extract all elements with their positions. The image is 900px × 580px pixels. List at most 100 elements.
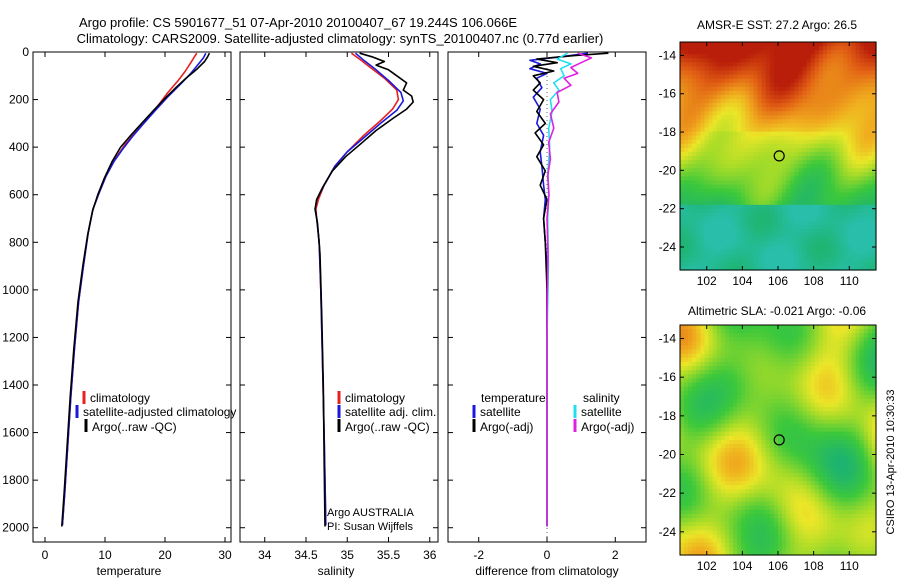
map-cell bbox=[818, 419, 824, 425]
map-cell bbox=[867, 188, 873, 194]
map-cell bbox=[761, 370, 767, 375]
map-cell bbox=[708, 265, 714, 271]
map-cell bbox=[680, 501, 685, 507]
map-cell bbox=[790, 394, 795, 400]
map-cell bbox=[769, 444, 775, 449]
map-cell bbox=[794, 497, 800, 503]
map-cell bbox=[851, 66, 857, 72]
map-cell bbox=[822, 103, 828, 108]
map-cell bbox=[782, 86, 787, 92]
map-cell bbox=[790, 123, 795, 129]
map-cell bbox=[720, 204, 726, 210]
map-cell bbox=[749, 460, 755, 466]
map-cell bbox=[708, 353, 714, 359]
map-cell bbox=[818, 127, 824, 133]
map-cell bbox=[724, 489, 730, 494]
map-cell bbox=[753, 472, 759, 478]
map-cell bbox=[757, 468, 763, 474]
map-cell bbox=[769, 164, 775, 169]
map-cell bbox=[684, 86, 689, 92]
map-cell bbox=[724, 345, 730, 351]
map-cell bbox=[724, 115, 730, 120]
map-cell bbox=[769, 139, 775, 145]
map-cell bbox=[684, 200, 689, 206]
map-cell bbox=[680, 245, 685, 251]
map-cell bbox=[843, 50, 849, 55]
map-cell bbox=[733, 233, 738, 239]
map-cell bbox=[745, 333, 751, 338]
map-cell bbox=[839, 435, 844, 441]
map-cell bbox=[720, 139, 726, 145]
map-cell bbox=[839, 200, 844, 206]
map-cell bbox=[814, 398, 820, 404]
map-cell bbox=[778, 497, 783, 503]
map-cell bbox=[851, 58, 857, 63]
map-cell bbox=[851, 472, 857, 478]
map-cell bbox=[863, 481, 869, 486]
map-cell bbox=[843, 329, 849, 334]
map-cell bbox=[794, 172, 800, 177]
x-tick-label: 10 bbox=[98, 548, 112, 562]
map-cell bbox=[794, 337, 800, 343]
map-cell bbox=[786, 501, 791, 507]
map-cell bbox=[835, 382, 840, 388]
map-cell bbox=[765, 370, 771, 375]
map-cell bbox=[773, 431, 779, 437]
map-cell bbox=[798, 415, 804, 421]
map-cell bbox=[761, 485, 767, 490]
map-cell bbox=[839, 415, 844, 421]
map-cell bbox=[802, 94, 808, 100]
map-cell bbox=[753, 415, 759, 421]
map-cell bbox=[835, 115, 840, 120]
map-cell bbox=[729, 225, 734, 230]
map-cell bbox=[753, 361, 759, 367]
map-cell bbox=[733, 366, 738, 371]
map-cell bbox=[839, 119, 844, 125]
map-cell bbox=[863, 370, 869, 375]
map-cell bbox=[737, 378, 742, 384]
map-cell bbox=[700, 107, 706, 112]
map-cell bbox=[765, 415, 771, 421]
map-cell bbox=[716, 217, 722, 222]
map-cell bbox=[818, 468, 824, 474]
map-cell bbox=[843, 493, 849, 499]
map-cell bbox=[802, 394, 808, 400]
map-cell bbox=[871, 411, 877, 416]
map-cell bbox=[863, 131, 869, 137]
map-cell bbox=[847, 253, 853, 259]
map-cell bbox=[778, 460, 783, 466]
map-cell bbox=[773, 460, 779, 466]
map-cell bbox=[700, 192, 706, 198]
map-cell bbox=[712, 333, 718, 338]
map-cell bbox=[749, 168, 755, 173]
map-cell bbox=[802, 86, 808, 92]
x-tick-label: 30 bbox=[218, 548, 232, 562]
map-cell bbox=[716, 78, 722, 84]
map-cell bbox=[712, 407, 718, 412]
map-cell bbox=[782, 403, 787, 408]
map-cell bbox=[745, 394, 751, 400]
map-cell bbox=[765, 176, 771, 182]
map-cell bbox=[827, 107, 832, 112]
map-cell bbox=[851, 164, 857, 169]
map-cell bbox=[818, 472, 824, 478]
map-cell bbox=[818, 70, 824, 76]
map-cell bbox=[847, 386, 853, 392]
map-cell bbox=[782, 349, 787, 355]
map-cell bbox=[859, 419, 865, 425]
map-cell bbox=[712, 382, 718, 388]
map-cell bbox=[798, 460, 804, 466]
map-cell bbox=[700, 54, 706, 59]
map-cell bbox=[769, 468, 775, 474]
map-cell bbox=[806, 394, 812, 400]
map-cell bbox=[867, 225, 873, 230]
map-cell bbox=[814, 427, 820, 433]
map-cell bbox=[806, 382, 812, 388]
map-cell bbox=[749, 249, 755, 255]
map-cell bbox=[757, 241, 763, 247]
map-cell bbox=[851, 143, 857, 149]
map-cell bbox=[692, 42, 697, 47]
map-cell bbox=[822, 131, 828, 137]
map-cell bbox=[684, 94, 689, 100]
map-cell bbox=[806, 217, 812, 222]
